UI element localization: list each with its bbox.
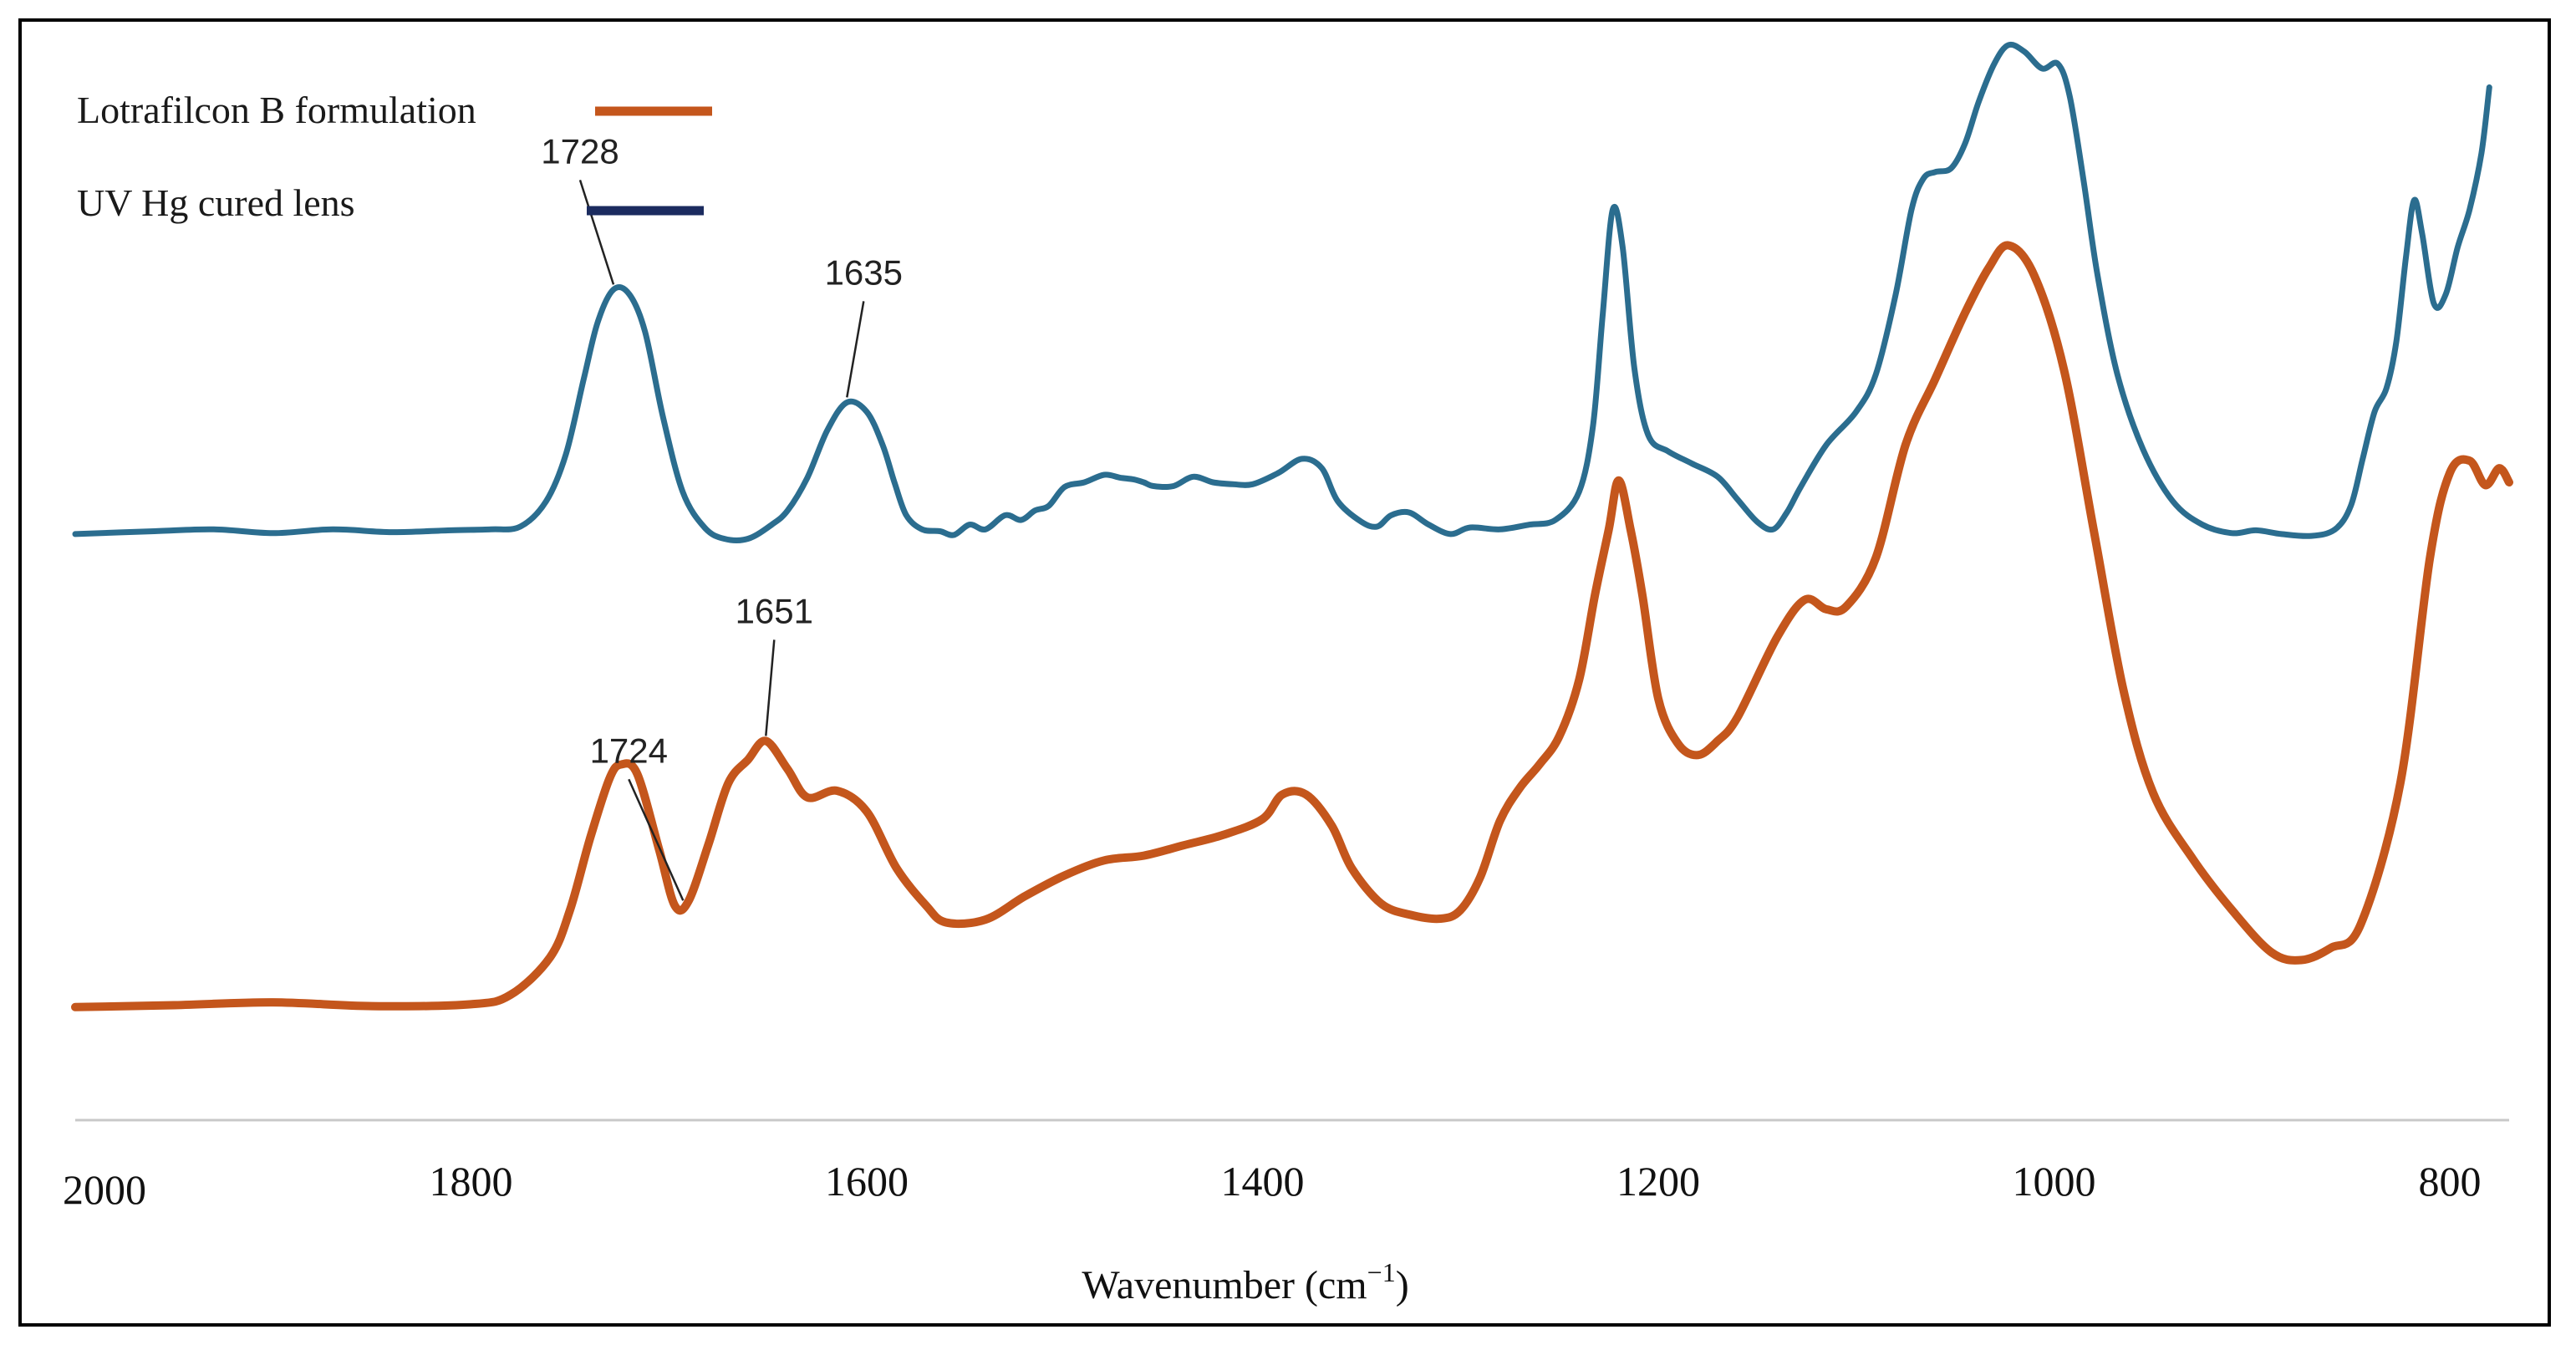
x-tick-label-1600: 1600 — [825, 1158, 909, 1205]
legend: Lotrafilcon B formulation UV Hg cured le… — [77, 89, 712, 224]
annotation-leader-1635 — [846, 301, 865, 398]
x-tick-label-800: 800 — [2419, 1158, 2482, 1205]
x-tick-label-1800: 1800 — [430, 1158, 513, 1205]
annotation-label-1635: 1635 — [825, 252, 903, 292]
annotation-1651: 1651 — [736, 591, 813, 736]
series-line-uv-hg-cured-lens — [72, 41, 2492, 543]
annotation-1728: 1728 — [541, 131, 619, 285]
x-axis-title: Wavenumber (cm−1) — [1082, 1257, 1408, 1307]
annotation-label-1651: 1651 — [736, 591, 813, 630]
annotation-leader-1728 — [578, 180, 615, 285]
legend-label-lotrafilcon: Lotrafilcon B formulation — [77, 89, 476, 131]
x-tick-label-2000: 2000 — [63, 1166, 146, 1213]
series-line-lotrafilcon-b-formulation — [71, 241, 2513, 1011]
annotation-label-1724: 1724 — [590, 731, 668, 770]
annotation-leader-1724 — [628, 778, 685, 901]
series-layer — [71, 41, 2513, 1011]
x-tick-label-1200: 1200 — [1616, 1158, 1700, 1205]
chart-frame — [18, 18, 2551, 1327]
annotation-1635: 1635 — [825, 252, 903, 398]
annotation-leader-1651 — [765, 639, 776, 736]
annotation-1724: 1724 — [590, 731, 685, 901]
annotation-layer: 1728 1635 1724 1651 — [541, 131, 903, 901]
x-tick-label-1000: 1000 — [2013, 1158, 2096, 1205]
legend-label-uv-hg: UV Hg cured lens — [77, 181, 355, 224]
x-tick-labels: 2000 1800 1600 1400 1200 1000 800 — [63, 1158, 2482, 1213]
annotation-label-1728: 1728 — [541, 131, 619, 171]
x-tick-label-1400: 1400 — [1221, 1158, 1305, 1205]
